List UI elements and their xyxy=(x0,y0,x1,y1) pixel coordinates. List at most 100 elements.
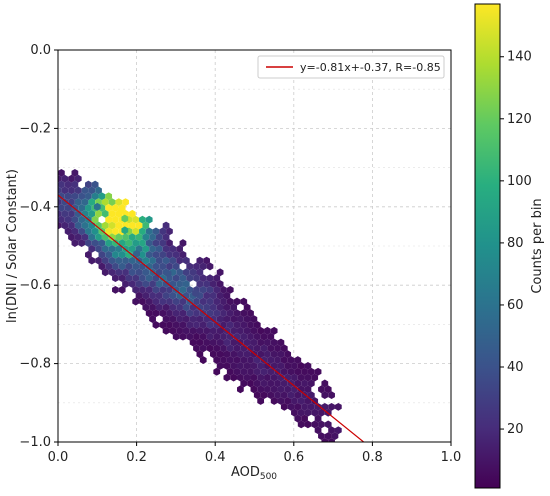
hexbin-cell xyxy=(237,362,244,370)
hexbin-cell xyxy=(260,332,268,341)
hexbin-cell xyxy=(230,338,238,347)
hexbin-cell xyxy=(284,362,292,370)
hexbin-cell xyxy=(88,209,96,218)
hexbin-cell xyxy=(196,326,204,335)
hexbin-cell xyxy=(264,373,271,382)
hexbin-cell xyxy=(112,204,119,212)
hexbin-cell xyxy=(135,291,143,300)
hexbin-cell xyxy=(98,262,106,271)
hexbin-cell xyxy=(216,350,224,359)
hexbin-cell xyxy=(264,326,271,335)
hexbin-cell xyxy=(297,373,305,382)
hexbin-cell xyxy=(253,332,261,341)
hexbin-cell xyxy=(213,297,221,306)
hexbin-cell xyxy=(95,256,102,265)
hexbin-cell xyxy=(223,362,231,370)
hexbin-cell xyxy=(220,285,227,294)
x-axis-label: AOD500 xyxy=(231,465,277,482)
hexbin-cell xyxy=(223,303,231,312)
hexbin-cell xyxy=(189,338,197,347)
hexbin-cell xyxy=(193,309,200,318)
colorbar-tick-label: 100 xyxy=(507,174,532,189)
hexbin-cell xyxy=(206,262,214,271)
hexbin-cell xyxy=(162,256,170,265)
hexbin-cell xyxy=(277,362,285,370)
hexbin-cell xyxy=(115,198,123,206)
hexbin-cell xyxy=(294,391,302,400)
y-tick-label: −0.6 xyxy=(19,278,51,293)
hexbin-cell xyxy=(257,362,265,370)
hexbin-cell xyxy=(128,268,136,277)
hexbin-cell xyxy=(132,274,140,283)
hexbin-cell xyxy=(122,268,129,277)
hexbin-cell xyxy=(172,309,180,318)
hexbin-cell xyxy=(58,209,62,218)
hexbin-cell xyxy=(166,250,173,259)
hexbin-cell xyxy=(112,262,119,271)
hexbin-cell xyxy=(294,414,302,423)
hexbin-cell xyxy=(247,332,254,341)
hexbin-cell xyxy=(189,268,197,277)
hexbin-cell xyxy=(132,239,140,247)
hexbin-cell xyxy=(186,321,194,329)
hexbin-cell xyxy=(280,356,288,364)
hexbin-cell xyxy=(267,332,275,341)
hexbin-cell xyxy=(223,338,231,347)
hexbin-cell xyxy=(186,332,194,341)
hexbin-cell xyxy=(132,215,140,224)
hexbin-cell xyxy=(166,297,173,306)
hexbin-cell xyxy=(287,402,295,411)
hexbin-cell xyxy=(186,309,194,318)
hexbin-cell xyxy=(115,221,123,230)
hexbin-cell xyxy=(152,239,160,247)
hexbin-cell xyxy=(304,420,312,429)
hexbin-cell xyxy=(142,256,150,265)
hexbin-cell xyxy=(199,262,207,271)
hexbin-cell xyxy=(91,227,99,236)
hexbin-cell xyxy=(240,321,248,329)
hexbin-cell xyxy=(277,385,285,394)
hexbin-cell xyxy=(118,250,126,259)
hexbin-cell xyxy=(166,321,173,329)
hexbin-cell xyxy=(95,186,102,195)
hexbin-cell xyxy=(230,326,238,335)
hexbin-cell xyxy=(101,268,109,277)
hexbin-cell xyxy=(267,356,275,364)
hexbin-cell xyxy=(233,297,241,306)
hexbin-cell xyxy=(318,432,325,440)
hexbin-cell xyxy=(81,186,89,195)
hexbin-cell xyxy=(108,268,116,277)
hexbin-cell xyxy=(142,268,150,277)
hexbin-cell xyxy=(199,274,207,283)
hexbin-cell xyxy=(264,338,271,347)
hexbin-cell xyxy=(135,221,143,230)
hexbin-cell xyxy=(196,256,204,265)
hexbin-cell xyxy=(182,280,190,288)
hexbin-cell xyxy=(64,192,72,201)
hexbin-cell xyxy=(145,309,153,318)
hexbin-cell xyxy=(230,303,238,312)
hexbin-cell xyxy=(243,373,251,382)
hexbin-cell xyxy=(85,180,92,189)
hexbin-cell xyxy=(189,315,197,323)
hexbin-cell xyxy=(260,356,268,364)
hexbin-cell xyxy=(334,402,342,411)
hexbin-cell xyxy=(237,373,244,382)
hexbin-cell xyxy=(128,245,136,253)
hexbin-cell xyxy=(253,367,261,376)
hexbin-cell xyxy=(196,280,204,288)
hexbin-cell xyxy=(196,350,204,359)
hexbin-cell xyxy=(176,315,183,323)
hexbin-cell xyxy=(128,280,136,288)
y-tick-label: −0.2 xyxy=(19,121,51,136)
hexbin-cell xyxy=(264,350,271,359)
x-tick-label: 0.0 xyxy=(48,450,69,465)
hexbin-cell xyxy=(159,321,167,329)
hexbin-cell xyxy=(176,291,183,300)
hexbin-cell xyxy=(155,280,163,288)
hexbin-cell xyxy=(264,362,271,370)
hexbin-cell xyxy=(199,356,207,364)
hexbin-cell xyxy=(152,297,160,306)
hexbin-cell xyxy=(172,321,180,329)
hexbin-cell xyxy=(108,209,116,218)
